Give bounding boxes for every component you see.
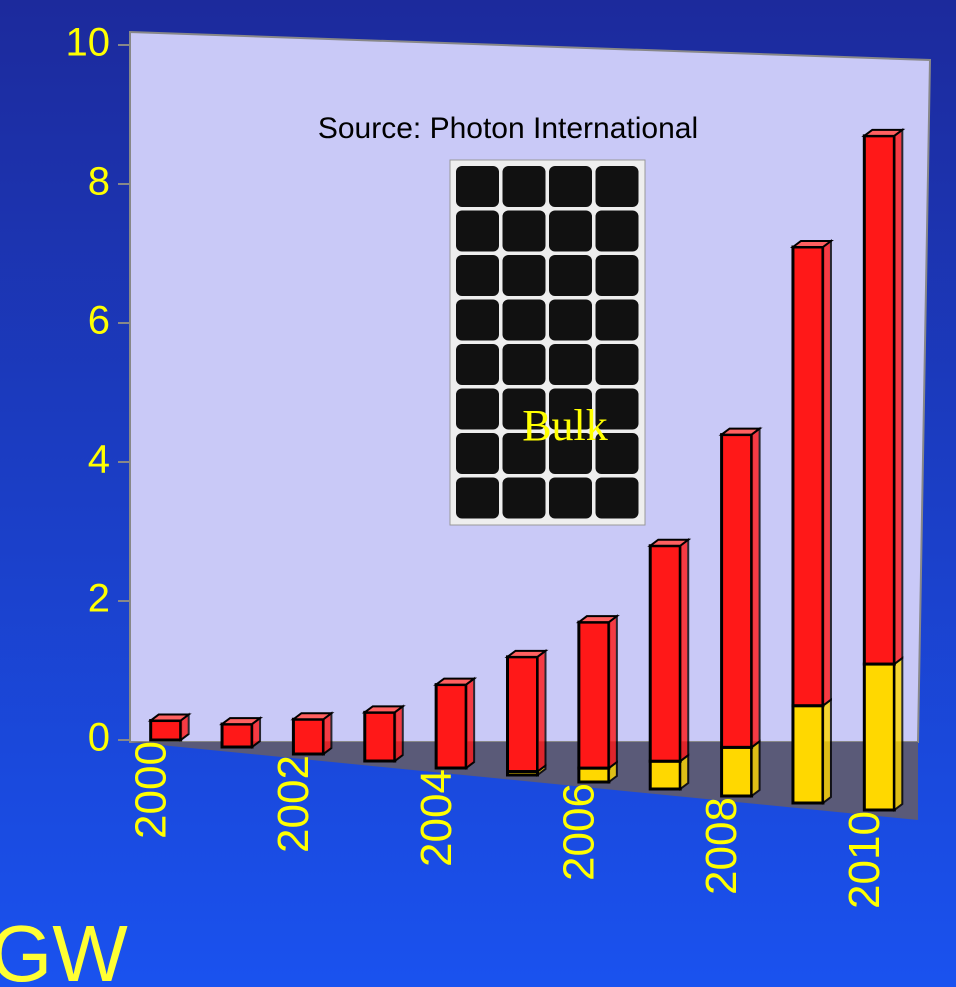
bar-top	[650, 540, 688, 546]
bar-side	[752, 429, 760, 748]
solar-cell	[503, 211, 546, 252]
bar-segment	[722, 747, 752, 796]
solar-cell	[549, 211, 592, 252]
solar-cell	[456, 478, 499, 519]
x-tick-label: 2008	[697, 797, 746, 895]
solar-cell	[596, 255, 639, 296]
solar-cell	[596, 211, 639, 252]
y-tick-label: 0	[88, 716, 110, 760]
y-tick-label: 6	[88, 299, 110, 343]
solar-cell	[503, 478, 546, 519]
bar-segment	[793, 706, 823, 803]
bar-side	[752, 741, 760, 796]
x-tick-label: 2004	[412, 769, 461, 867]
solar-cell	[549, 478, 592, 519]
solar-cell	[549, 344, 592, 385]
bar-top	[365, 706, 403, 712]
bar-segment	[293, 719, 323, 754]
x-tick-label: 2002	[269, 755, 318, 853]
y-tick-label: 4	[88, 438, 110, 482]
solar-cell	[503, 344, 546, 385]
bar-top	[222, 718, 260, 724]
bar-segment	[864, 136, 894, 664]
bar-segment	[650, 546, 680, 761]
solar-cell	[456, 300, 499, 341]
solar-cell	[596, 344, 639, 385]
bar-segment	[650, 761, 680, 789]
bar-top	[436, 679, 474, 685]
y-tick-label: 2	[88, 577, 110, 621]
bar-segment	[579, 622, 609, 768]
solar-cell	[456, 344, 499, 385]
solar-cell	[456, 255, 499, 296]
bar-top	[293, 713, 331, 719]
bar-top	[793, 241, 831, 247]
solar-cell	[456, 166, 499, 207]
bar-segment	[222, 724, 252, 747]
bar-top	[722, 429, 760, 435]
solar-cell	[549, 255, 592, 296]
bar-side	[609, 616, 617, 768]
bar-segment	[365, 712, 395, 761]
solar-cell	[549, 166, 592, 207]
bar-top	[579, 616, 617, 622]
solar-cell	[456, 389, 499, 430]
chart: Source: Photon International Bulk GW 0 2 4…	[0, 0, 956, 987]
source-note: Source: Photon International	[318, 112, 698, 145]
solar-cell	[503, 166, 546, 207]
bar-side	[680, 540, 688, 761]
solar-cell	[503, 300, 546, 341]
bulk-label: Bulk	[522, 401, 608, 450]
bar-top	[508, 651, 546, 657]
bar-side	[395, 706, 403, 761]
bar-segment	[436, 685, 466, 768]
bar-segment	[579, 768, 609, 782]
bar-segment	[864, 664, 894, 810]
y-tick-label: 8	[88, 160, 110, 204]
bar-segment	[793, 247, 823, 706]
bar-segment	[722, 435, 752, 748]
bar-segment	[151, 721, 181, 740]
solar-cell	[503, 255, 546, 296]
bar-top	[151, 715, 189, 721]
bar-side	[538, 651, 546, 772]
solar-cell	[456, 211, 499, 252]
x-tick-label: 2010	[840, 811, 889, 909]
x-tick-label: 2000	[126, 741, 175, 839]
solar-cell	[456, 433, 499, 474]
y-axis-unit: GW	[0, 909, 128, 987]
solar-cell	[596, 166, 639, 207]
solar-cell	[596, 478, 639, 519]
x-tick-label: 2006	[554, 783, 603, 881]
solar-cell	[596, 300, 639, 341]
bar-side	[823, 700, 831, 803]
y-tick-label: 10	[66, 21, 111, 65]
bar-segment	[508, 657, 538, 772]
bar-side	[894, 658, 902, 810]
bar-top	[864, 130, 902, 136]
panel-image	[450, 160, 645, 525]
bar-side	[466, 679, 474, 768]
bar-side	[894, 130, 902, 664]
bar-side	[823, 241, 831, 706]
solar-cell	[549, 300, 592, 341]
